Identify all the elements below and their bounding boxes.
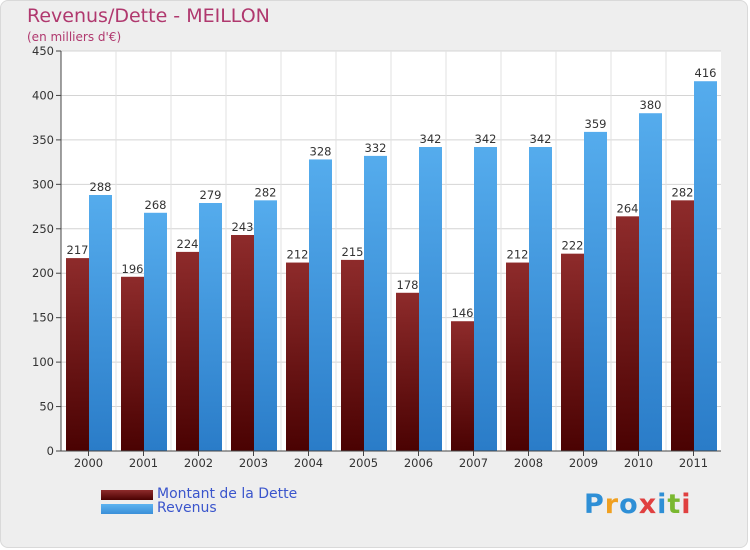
bar-revenus	[584, 131, 607, 451]
bar-dette	[231, 235, 254, 451]
data-label: 380	[640, 98, 662, 112]
legend-swatch-debt	[101, 490, 153, 500]
data-label: 282	[255, 185, 277, 199]
bar-dette	[451, 321, 474, 451]
data-label: 196	[122, 262, 144, 276]
y-tick-label: 200	[32, 266, 54, 280]
data-label: 243	[232, 220, 254, 234]
logo-letter: i	[657, 489, 668, 520]
x-tick-label: 2000	[74, 456, 103, 470]
x-tick-label: 2005	[349, 456, 378, 470]
x-tick-label: 2006	[404, 456, 433, 470]
y-tick-label: 300	[32, 177, 54, 191]
y-tick-label: 50	[39, 400, 54, 414]
data-label: 146	[452, 306, 474, 320]
data-label: 224	[177, 237, 199, 251]
data-label: 342	[530, 132, 552, 146]
y-tick-label: 100	[32, 355, 54, 369]
y-tick-label: 450	[32, 44, 54, 58]
x-tick-label: 2001	[129, 456, 158, 470]
bar-revenus	[144, 212, 167, 451]
logo-letter: i	[681, 489, 692, 520]
legend-label-revenus: Revenus	[157, 500, 217, 516]
x-tick-label: 2007	[459, 456, 488, 470]
bar-revenus	[89, 195, 112, 451]
y-tick-label: 150	[32, 311, 54, 325]
y-tick-label: 250	[32, 222, 54, 236]
data-label: 268	[145, 198, 167, 212]
bar-revenus	[529, 147, 552, 451]
bar-revenus	[199, 203, 222, 451]
bar-dette	[396, 292, 419, 451]
legend-label-debt: Montant de la Dette	[157, 486, 298, 502]
x-tick-label: 2008	[514, 456, 543, 470]
bar-dette	[616, 216, 639, 451]
proxiti-logo: Proxiti	[584, 489, 692, 520]
data-label: 342	[475, 132, 497, 146]
logo-letter: r	[604, 489, 620, 520]
y-tick-label: 400	[32, 88, 54, 102]
data-label: 215	[342, 245, 364, 259]
bar-revenus	[474, 147, 497, 451]
data-label: 416	[695, 66, 717, 80]
bar-revenus	[254, 200, 277, 451]
logo-letter: P	[584, 489, 605, 520]
y-tick-label: 350	[32, 133, 54, 147]
x-tick-label: 2009	[569, 456, 598, 470]
data-label: 279	[200, 188, 222, 202]
x-tick-label: 2011	[679, 456, 708, 470]
bar-revenus	[639, 113, 662, 451]
data-label: 328	[310, 144, 332, 158]
x-tick-label: 2004	[294, 456, 323, 470]
logo-letter: x	[638, 489, 658, 520]
bar-revenus	[694, 81, 717, 451]
x-tick-label: 2010	[624, 456, 653, 470]
bar-revenus	[309, 159, 332, 451]
bar-revenus	[419, 147, 442, 451]
bar-dette	[506, 262, 529, 451]
data-label: 212	[507, 248, 529, 262]
logo-letter: o	[619, 489, 639, 520]
bar-dette	[671, 200, 694, 451]
x-tick-label: 2002	[184, 456, 213, 470]
bar-dette	[286, 262, 309, 451]
data-label: 288	[90, 180, 112, 194]
bar-dette	[66, 258, 89, 451]
bar-dette	[121, 276, 144, 451]
data-label: 264	[617, 201, 639, 215]
chart-title: Revenus/Dette - MEILLON	[27, 5, 270, 27]
x-tick-label: 2003	[239, 456, 268, 470]
data-label: 332	[365, 141, 387, 155]
data-label: 282	[672, 185, 694, 199]
chart-subtitle: (en milliers d'€)	[27, 30, 122, 44]
data-label: 222	[562, 239, 584, 253]
bar-dette	[341, 259, 364, 451]
legend-swatch-revenus	[101, 504, 153, 514]
data-label: 342	[420, 132, 442, 146]
bar-dette	[176, 251, 199, 451]
data-label: 217	[67, 243, 89, 257]
data-label: 212	[287, 248, 309, 262]
y-tick-label: 0	[47, 444, 54, 458]
data-label: 359	[585, 117, 607, 131]
bar-revenus	[364, 155, 387, 451]
bar-dette	[561, 253, 584, 451]
data-label: 178	[397, 278, 419, 292]
logo-letter: t	[667, 489, 682, 520]
